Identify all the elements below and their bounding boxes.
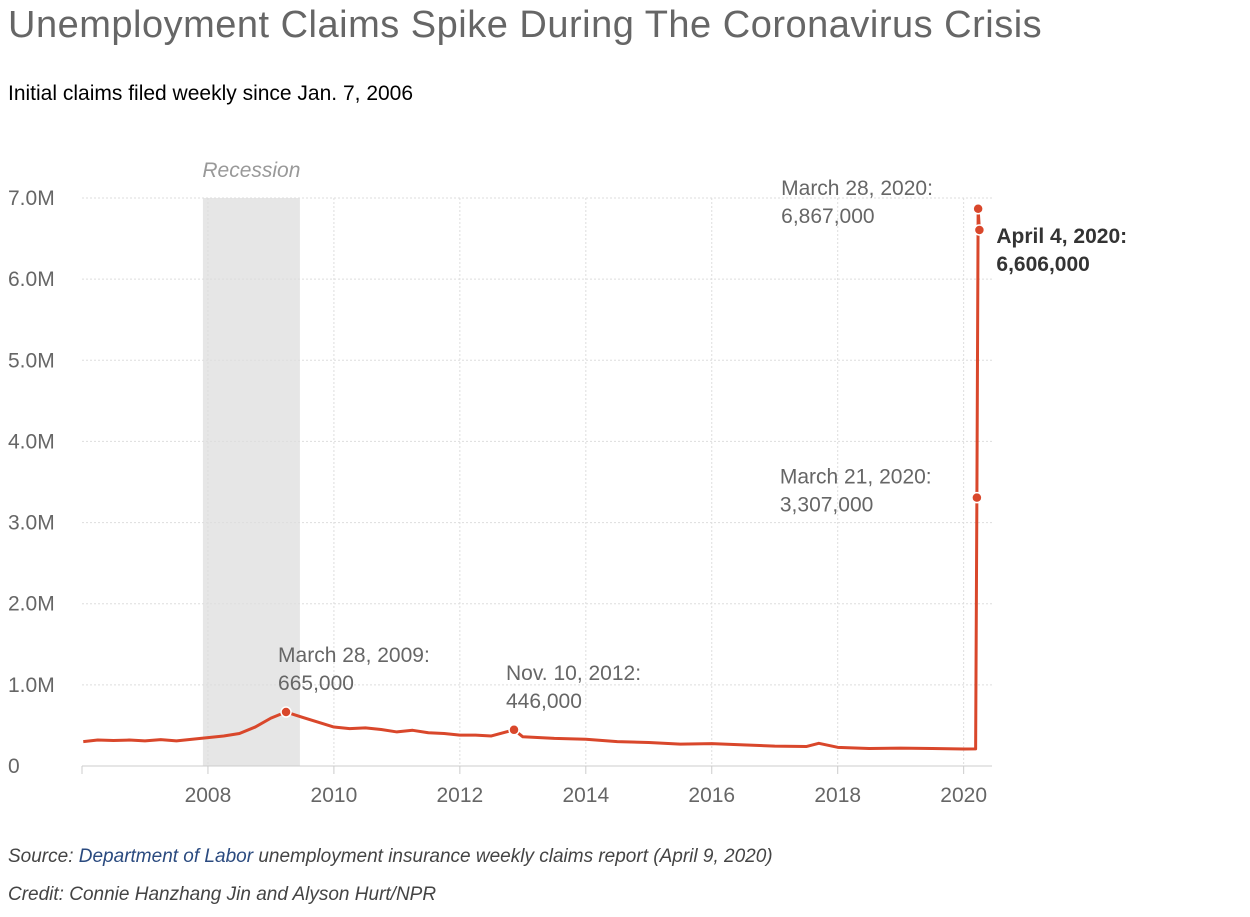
annotation-label: April 4, 2020:	[996, 225, 1127, 248]
y-tick-label: 2.0M	[8, 593, 55, 616]
x-tick-label: 2012	[436, 784, 483, 807]
annotation-dot	[972, 203, 984, 215]
annotation-value: 3,307,000	[780, 494, 873, 517]
x-tick-label: 2008	[185, 784, 232, 807]
x-tick-label: 2016	[688, 784, 735, 807]
annotation-value: 6,867,000	[781, 205, 874, 228]
annotation-value: 446,000	[506, 690, 582, 713]
chart-subtitle: Initial claims filed weekly since Jan. 7…	[8, 82, 414, 105]
annotation-dot	[971, 491, 983, 504]
chart-title: Unemployment Claims Spike During The Cor…	[8, 4, 1043, 46]
source-link[interactable]: Department of Labor	[78, 846, 254, 867]
annotation-label: Nov. 10, 2012:	[506, 662, 641, 685]
y-tick-label: 5.0M	[8, 349, 55, 372]
y-tick-label: 6.0M	[8, 268, 55, 291]
credit: Credit: Connie Hanzhang Jin and Alyson H…	[8, 884, 437, 905]
annotation-label: March 21, 2020:	[780, 466, 932, 489]
data-line	[83, 207, 981, 751]
annotation-label: March 28, 2020:	[781, 177, 933, 200]
annotation-label: March 28, 2009:	[278, 644, 430, 667]
x-tick-label: 2018	[814, 784, 861, 807]
x-tick-label: 2014	[562, 784, 609, 807]
annotation-dot	[973, 224, 986, 236]
x-tick-label: 2010	[311, 784, 358, 807]
annotation-dot	[280, 706, 292, 718]
y-tick-label: 1.0M	[8, 674, 55, 697]
y-tick-label: 0	[8, 755, 20, 778]
annotation-value: 6,606,000	[996, 253, 1089, 276]
recession-label: Recession	[202, 159, 300, 182]
source-suffix: unemployment insurance weekly claims rep…	[258, 846, 773, 867]
x-tick-label: 2020	[940, 784, 987, 807]
y-tick-label: 7.0M	[8, 187, 55, 210]
annotation-value: 665,000	[278, 672, 354, 695]
y-tick-label: 4.0M	[8, 430, 55, 453]
recession-band	[202, 198, 300, 766]
annotation-dot	[508, 724, 520, 736]
source-line: Source: Department of Labor unemployment…	[8, 846, 773, 868]
y-tick-label: 3.0M	[8, 512, 55, 535]
source-prefix: Source:	[8, 846, 74, 867]
